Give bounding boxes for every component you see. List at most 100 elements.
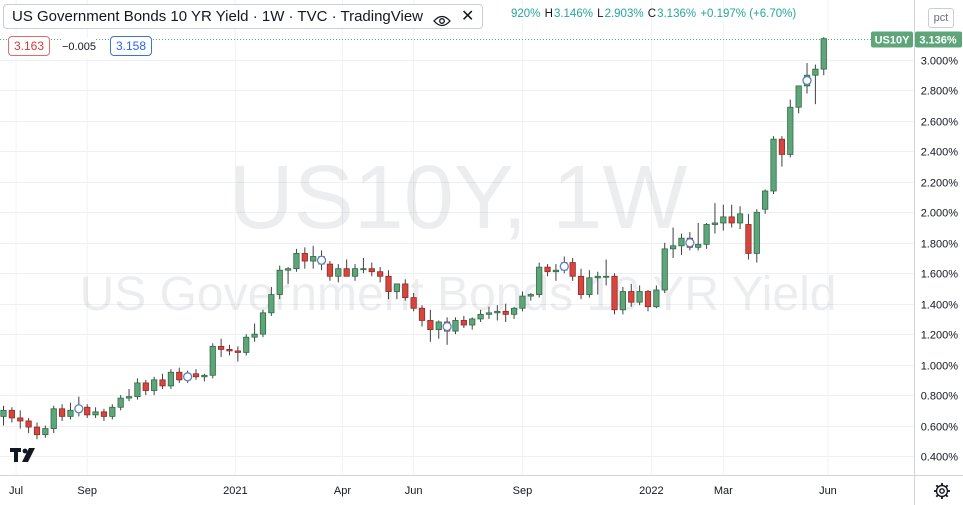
candle-body [218, 345, 225, 350]
candle-body [301, 253, 308, 262]
candle-body [736, 213, 744, 224]
candle-body [745, 224, 752, 254]
candle-body [670, 245, 677, 250]
candle-body [460, 320, 467, 326]
event-markers[interactable] [74, 75, 812, 414]
x-tick-label: Sep [77, 485, 97, 497]
x-tick-label: Mar [714, 485, 733, 497]
candle-body [58, 408, 66, 417]
candle-body [25, 420, 32, 428]
close-icon[interactable]: ✕ [461, 8, 475, 25]
time-scale[interactable]: Jul Sep 2021 Apr Jun Sep 2022 Mar Jun [9, 485, 837, 497]
candle-body [527, 294, 534, 297]
event-marker[interactable] [802, 75, 812, 86]
candle-body [795, 85, 802, 108]
candle-body [510, 307, 518, 315]
ohlc-readout: 920% H3.146% L2.903% C3.136% +0.197% (+6… [511, 8, 797, 20]
event-marker[interactable] [559, 261, 569, 272]
change-value: +0.197% (+6.70%) [700, 8, 797, 20]
candle-body [603, 275, 610, 278]
x-tick-label: 2021 [223, 485, 247, 497]
event-marker[interactable] [316, 255, 327, 265]
candle-body [377, 271, 384, 277]
y-tick-label: 1.000% [921, 361, 959, 373]
candle-body [176, 371, 183, 381]
candle-body [485, 312, 493, 315]
y-tick-label: 1.200% [921, 330, 959, 342]
candle-body [636, 291, 643, 303]
event-marker[interactable] [685, 238, 695, 248]
event-marker[interactable] [74, 404, 84, 414]
candle-body [820, 38, 827, 70]
candle-body [100, 411, 108, 417]
candle-body [368, 268, 375, 273]
candle-body [469, 318, 476, 326]
gear-icon[interactable] [933, 482, 951, 500]
candle-body [0, 409, 7, 417]
candle-body [619, 291, 626, 311]
candle-body [586, 277, 593, 295]
x-tick-label: Jul [9, 485, 23, 497]
candle-body [209, 345, 216, 376]
candle-body [728, 216, 735, 224]
tradingview-logo-icon[interactable] [10, 445, 38, 465]
candle-body [142, 382, 149, 391]
symbol-title: US Government Bonds 10 YR Yield · 1W · T… [12, 8, 424, 25]
candle-body [762, 190, 769, 210]
candle-body [519, 295, 526, 309]
x-tick-label: Jun [819, 485, 837, 497]
candle-body [753, 211, 760, 254]
candle-body [385, 275, 392, 292]
candle-body [544, 266, 551, 273]
candle-body [787, 106, 794, 155]
candle-body [117, 397, 124, 408]
candle-body [611, 275, 618, 311]
x-tick-label: 2022 [639, 485, 663, 497]
close-value: 3.136% [657, 8, 697, 20]
spread-value: −0.005 [62, 38, 96, 58]
y-tick-label: 1.800% [921, 239, 959, 251]
sell-button[interactable]: 3.163 [8, 36, 51, 56]
candle-body [192, 373, 200, 378]
candle-body [778, 138, 786, 155]
candle-body [310, 256, 317, 262]
candle-body [268, 294, 275, 314]
candle-body [569, 262, 576, 277]
y-tick-label: 2.000% [921, 208, 959, 220]
candle-body [151, 379, 158, 391]
candle-body [67, 409, 74, 417]
last-price-label: US10Y 3.136% [871, 31, 962, 48]
y-tick-label: 0.600% [921, 422, 959, 434]
candle-body [17, 417, 24, 422]
unit-toggle-button[interactable]: pct [928, 8, 954, 28]
buy-button[interactable]: 3.158 [110, 36, 153, 56]
candle-body [259, 312, 267, 335]
event-marker[interactable] [442, 321, 452, 332]
y-tick-label: 0.400% [921, 452, 959, 464]
candle-body [360, 268, 367, 271]
candle-body [243, 336, 250, 353]
eye-icon[interactable] [433, 11, 451, 26]
candle-body [577, 275, 585, 295]
candle-body [276, 269, 283, 295]
symbol-title-box[interactable]: US Government Bonds 10 YR Yield · 1W · T… [3, 4, 484, 29]
candle-body [494, 310, 501, 314]
candle-body [50, 408, 57, 429]
candle-body [33, 426, 41, 436]
candle-body [695, 243, 702, 248]
grid-lines [0, 0, 914, 475]
candle-body [326, 263, 334, 277]
candle-body [109, 406, 116, 417]
event-marker[interactable] [182, 372, 193, 382]
x-tick-label: Sep [513, 485, 533, 497]
candle-body [435, 321, 442, 330]
open-value: 920% [511, 8, 541, 20]
candle-body [452, 320, 459, 332]
low-value: 2.903% [604, 8, 644, 20]
candle-body [477, 313, 484, 320]
candle-body [410, 297, 417, 309]
price-scale[interactable]: 0.400% 0.600% 0.800% 1.000% 1.200% 1.400% 1.60… [921, 56, 959, 464]
low-label: L [597, 8, 604, 20]
candle-body [770, 138, 777, 192]
